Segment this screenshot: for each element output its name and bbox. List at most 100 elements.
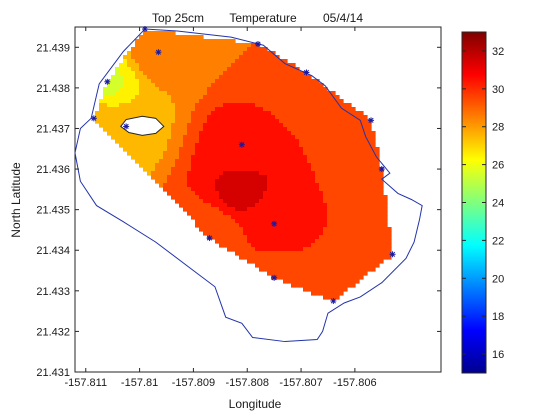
heat-cell	[231, 183, 236, 188]
heat-cell	[115, 111, 120, 116]
heat-cell	[291, 191, 296, 196]
heat-cell	[339, 123, 344, 128]
heat-cell	[271, 263, 276, 268]
heat-cell	[131, 55, 136, 60]
heat-cell	[299, 119, 304, 124]
heat-cell	[211, 143, 216, 148]
heat-cell	[367, 159, 372, 164]
heat-cell	[223, 151, 228, 156]
heat-cell	[191, 147, 196, 152]
heat-cell	[159, 119, 164, 124]
heat-cell	[111, 111, 116, 116]
heat-cell	[159, 167, 164, 172]
heat-cell	[103, 123, 108, 128]
heat-cell	[299, 223, 304, 228]
heat-cell	[167, 31, 172, 36]
heat-cell	[379, 255, 384, 260]
heat-cell	[307, 243, 312, 248]
heat-cell	[143, 159, 148, 164]
heat-cell	[183, 35, 188, 40]
heat-cell	[207, 119, 212, 124]
sample-point-marker	[330, 297, 337, 304]
heat-cell	[251, 103, 256, 108]
heat-cell	[267, 55, 272, 60]
heat-cell	[351, 199, 356, 204]
heat-cell	[283, 127, 288, 132]
heat-cell	[263, 183, 268, 188]
heat-cell	[259, 123, 264, 128]
heat-cell	[151, 91, 156, 96]
heat-cell	[139, 71, 144, 76]
heat-cell	[239, 219, 244, 224]
heat-cell	[199, 107, 204, 112]
heat-cell	[115, 123, 120, 128]
heat-cell	[215, 99, 220, 104]
heat-cell	[227, 199, 232, 204]
heat-cell	[299, 279, 304, 284]
heat-cell	[215, 223, 220, 228]
heat-cell	[247, 259, 252, 264]
heat-cell	[263, 231, 268, 236]
heat-cell	[247, 171, 252, 176]
heat-cell	[287, 267, 292, 272]
heat-cell	[335, 147, 340, 152]
heat-cell	[311, 183, 316, 188]
heat-cell	[311, 287, 316, 292]
heat-cell	[323, 187, 328, 192]
heat-cell	[295, 219, 300, 224]
heat-cell	[223, 115, 228, 120]
heat-cell	[243, 135, 248, 140]
heat-cell	[239, 151, 244, 156]
heat-cell	[267, 255, 272, 260]
heat-cell	[319, 267, 324, 272]
heat-cell	[351, 255, 356, 260]
heat-cell	[363, 159, 368, 164]
heat-cell	[271, 267, 276, 272]
heat-cell	[219, 59, 224, 64]
heat-cell	[235, 239, 240, 244]
heat-cell	[319, 107, 324, 112]
heat-cell	[215, 227, 220, 232]
heat-cell	[383, 199, 388, 204]
heat-cell	[299, 115, 304, 120]
heat-cell	[255, 135, 260, 140]
heat-cell	[359, 263, 364, 268]
heat-cell	[251, 151, 256, 156]
heat-cell	[347, 231, 352, 236]
heat-cell	[239, 235, 244, 240]
heat-cell	[283, 119, 288, 124]
heat-cell	[259, 63, 264, 68]
heat-cell	[303, 119, 308, 124]
heat-cell	[151, 171, 156, 176]
heat-cell	[231, 195, 236, 200]
heat-cell	[335, 135, 340, 140]
heat-cell	[307, 79, 312, 84]
heat-cell	[379, 199, 384, 204]
heat-cell	[211, 187, 216, 192]
heat-cell	[231, 51, 236, 56]
sample-point-marker	[271, 220, 278, 227]
heat-cell	[267, 179, 272, 184]
heat-cell	[195, 103, 200, 108]
heat-cell	[275, 83, 280, 88]
heat-cell	[255, 59, 260, 64]
heat-cell	[227, 227, 232, 232]
heat-cell	[255, 55, 260, 60]
heat-cell	[111, 119, 116, 124]
heat-cell	[251, 119, 256, 124]
heat-cell	[355, 119, 360, 124]
heat-cell	[167, 115, 172, 120]
heat-cell	[311, 139, 316, 144]
heat-cell	[227, 151, 232, 156]
heat-cell	[207, 123, 212, 128]
heat-cell	[303, 115, 308, 120]
heat-cell	[299, 207, 304, 212]
heat-cell	[223, 227, 228, 232]
heat-cell	[263, 255, 268, 260]
heat-cell	[215, 59, 220, 64]
heat-cell	[187, 71, 192, 76]
heat-cell	[175, 39, 180, 44]
heat-cell	[351, 215, 356, 220]
heat-cell	[199, 43, 204, 48]
heat-cell	[203, 91, 208, 96]
